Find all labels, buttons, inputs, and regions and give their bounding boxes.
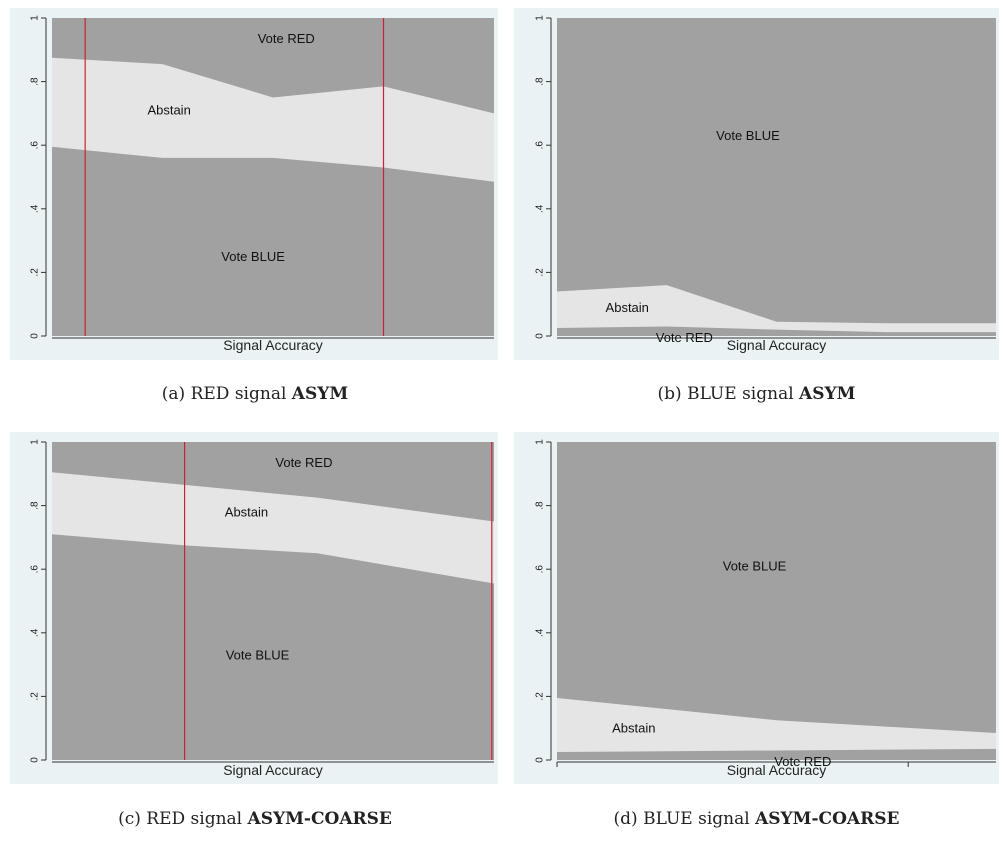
panel-c: 0 .2 .4 .6 .8 1 Signal Accuracy Vote RED Abstain… (0, 424, 510, 845)
y-tick-label-d-4: .8 (535, 501, 546, 510)
y-tick-label-c-2: .4 (30, 628, 41, 637)
region-label-c-0: Vote RED (275, 455, 332, 470)
y-tick-label-c-4: .8 (30, 501, 41, 510)
region-label-d-1: Abstain (612, 721, 655, 736)
x-axis-label-b: Signal Accuracy (727, 337, 827, 353)
y-tick-label-a-5: 1 (30, 15, 41, 21)
panel-d: 0 .2 .4 .6 .8 1 Signal Accuracy Vote BLUE Abstai… (510, 424, 1003, 845)
region-label-b-1: Abstain (606, 300, 649, 315)
caption-b: (b) BLUE signal ASYM (510, 384, 1003, 404)
chart-c: 0 .2 .4 .6 .8 1 Signal Accuracy Vote RED Abstain… (10, 432, 498, 784)
y-tick-label-b-5: 1 (535, 15, 546, 21)
y-tick-label-a-4: .8 (30, 77, 41, 86)
x-axis-label-a: Signal Accuracy (223, 337, 323, 353)
region-label-b-0: Vote BLUE (716, 128, 780, 143)
x-axis-label-c: Signal Accuracy (223, 762, 323, 778)
abstain-band-d (557, 697, 996, 753)
caption-a: (a) RED signal ASYM (0, 384, 510, 404)
caption-d-prefix: (d) BLUE signal (613, 809, 756, 829)
chart-a: 0 .2 .4 .6 .8 1 Signal Accuracy Vote RED Abstain… (10, 8, 498, 360)
region-label-d-2: Vote RED (774, 754, 831, 769)
y-tick-label-c-5: 1 (30, 439, 41, 445)
caption-c-bold: ASYM-COARSE (247, 809, 392, 829)
y-tick-label-d-3: .6 (535, 565, 546, 574)
caption-c: (c) RED signal ASYM-COARSE (0, 809, 510, 829)
y-tick-label-d-2: .4 (535, 628, 546, 637)
y-tick-label-b-0: 0 (535, 333, 546, 339)
region-label-c-2: Vote BLUE (226, 648, 290, 663)
abstain-band-b (557, 285, 996, 333)
region-label-d-0: Vote BLUE (723, 559, 787, 574)
caption-c-prefix: (c) RED signal (118, 809, 248, 829)
panel-b: 0 .2 .4 .6 .8 1 Signal Accuracy Vote BLUE Abstai… (510, 0, 1003, 420)
panel-a: 0 .2 .4 .6 .8 1 Signal Accuracy Vote RED Abstain… (0, 0, 510, 420)
y-tick-label-d-1: .2 (535, 692, 546, 701)
y-tick-label-a-3: .6 (30, 141, 41, 150)
y-tick-label-a-0: 0 (30, 333, 41, 339)
chart-d: 0 .2 .4 .6 .8 1 Signal Accuracy Vote BLUE Abstai… (514, 432, 999, 784)
caption-a-bold: ASYM (291, 384, 349, 404)
y-tick-label-d-5: 1 (535, 439, 546, 445)
y-tick-label-b-4: .8 (535, 77, 546, 86)
caption-a-prefix: (a) RED signal (161, 384, 292, 404)
region-label-c-1: Abstain (225, 504, 268, 519)
caption-b-prefix: (b) BLUE signal (657, 384, 800, 404)
region-label-a-1: Abstain (147, 103, 190, 118)
region-label-a-2: Vote BLUE (221, 249, 285, 264)
y-tick-label-c-1: .2 (30, 692, 41, 701)
y-tick-label-c-0: 0 (30, 757, 41, 763)
region-label-b-2: Vote RED (656, 330, 713, 345)
y-tick-label-b-3: .6 (535, 141, 546, 150)
abstain-band-c (52, 472, 494, 584)
y-tick-label-b-1: .2 (535, 268, 546, 277)
plot-area-b (557, 18, 996, 336)
caption-d: (d) BLUE signal ASYM-COARSE (510, 809, 1003, 829)
region-label-a-0: Vote RED (258, 31, 315, 46)
y-tick-label-a-1: .2 (30, 268, 41, 277)
caption-d-bold: ASYM-COARSE (755, 809, 900, 829)
caption-b-bold: ASYM (799, 384, 856, 404)
x-axis-label-d: Signal Accuracy (727, 762, 827, 778)
y-tick-label-c-3: .6 (30, 565, 41, 574)
y-tick-label-d-0: 0 (535, 757, 546, 763)
y-tick-label-a-2: .4 (30, 204, 41, 213)
y-tick-label-b-2: .4 (535, 204, 546, 213)
chart-b: 0 .2 .4 .6 .8 1 Signal Accuracy Vote BLUE Abstai… (514, 8, 999, 360)
